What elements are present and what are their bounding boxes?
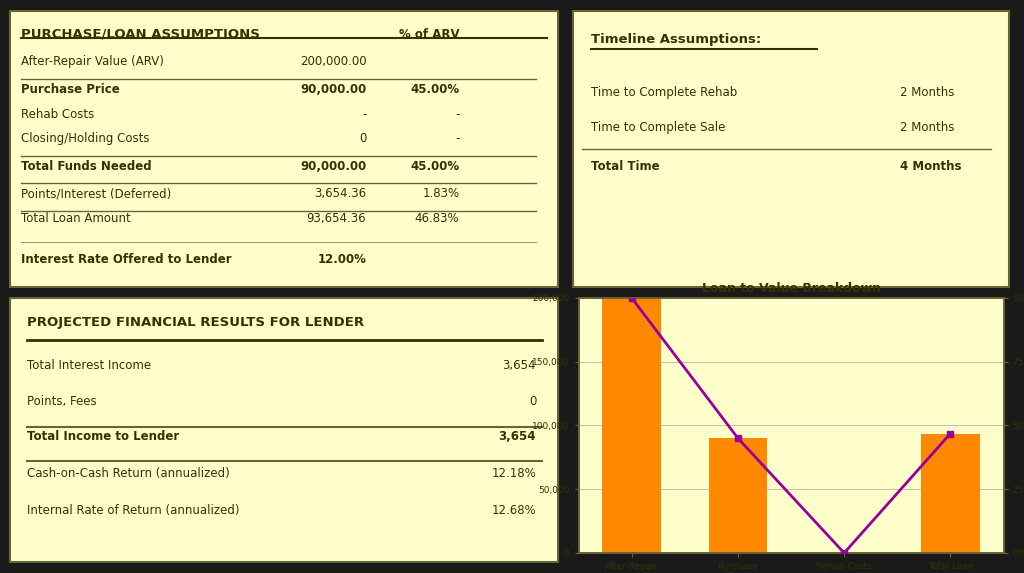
Text: -: - bbox=[455, 108, 460, 121]
Text: 200,000.00: 200,000.00 bbox=[300, 56, 367, 68]
Text: 3,654: 3,654 bbox=[499, 430, 537, 443]
Text: 12.18%: 12.18% bbox=[492, 466, 537, 480]
Text: 12.00%: 12.00% bbox=[317, 253, 367, 266]
Text: Time to Complete Sale: Time to Complete Sale bbox=[591, 121, 725, 135]
Text: 93,654.36: 93,654.36 bbox=[307, 212, 367, 225]
Text: Points, Fees: Points, Fees bbox=[27, 395, 96, 409]
Text: 3,654.36: 3,654.36 bbox=[314, 187, 367, 201]
Text: Total Funds Needed: Total Funds Needed bbox=[22, 160, 152, 173]
Text: 90,000.00: 90,000.00 bbox=[300, 83, 367, 96]
Text: 3,654: 3,654 bbox=[503, 359, 537, 371]
Text: 46.83%: 46.83% bbox=[415, 212, 460, 225]
Text: 45.00%: 45.00% bbox=[411, 83, 460, 96]
Text: Total Loan Amount: Total Loan Amount bbox=[22, 212, 131, 225]
Text: -: - bbox=[455, 132, 460, 146]
Text: % of ARV: % of ARV bbox=[398, 28, 460, 41]
Text: After-Repair Value (ARV): After-Repair Value (ARV) bbox=[22, 56, 164, 68]
Text: Cash-on-Cash Return (annualized): Cash-on-Cash Return (annualized) bbox=[27, 466, 229, 480]
Text: 4 Months: 4 Months bbox=[900, 160, 962, 173]
Text: 90,000.00: 90,000.00 bbox=[300, 160, 367, 173]
Text: 2 Months: 2 Months bbox=[900, 121, 954, 135]
Bar bbox=[709, 438, 767, 553]
Text: Timeline Assumptions:: Timeline Assumptions: bbox=[591, 33, 761, 46]
Text: Points/Interest (Deferred): Points/Interest (Deferred) bbox=[22, 187, 171, 201]
Text: 2 Months: 2 Months bbox=[900, 86, 954, 99]
Text: 45.00%: 45.00% bbox=[411, 160, 460, 173]
Text: Rehab Costs: Rehab Costs bbox=[22, 108, 94, 121]
Text: 0: 0 bbox=[528, 395, 537, 409]
Text: Internal Rate of Return (annualized): Internal Rate of Return (annualized) bbox=[27, 504, 240, 516]
Bar bbox=[922, 434, 980, 553]
Text: Purchase Price: Purchase Price bbox=[22, 83, 120, 96]
Text: 0: 0 bbox=[359, 132, 367, 146]
Text: PROJECTED FINANCIAL RESULTS FOR LENDER: PROJECTED FINANCIAL RESULTS FOR LENDER bbox=[27, 316, 364, 329]
Text: 1.83%: 1.83% bbox=[422, 187, 460, 201]
Text: Time to Complete Rehab: Time to Complete Rehab bbox=[591, 86, 737, 99]
Text: Total Income to Lender: Total Income to Lender bbox=[27, 430, 179, 443]
Text: -: - bbox=[361, 108, 367, 121]
Text: Total Time: Total Time bbox=[591, 160, 659, 173]
Text: Total Interest Income: Total Interest Income bbox=[27, 359, 151, 371]
Bar bbox=[602, 298, 660, 553]
Text: Interest Rate Offered to Lender: Interest Rate Offered to Lender bbox=[22, 253, 231, 266]
Text: 12.68%: 12.68% bbox=[492, 504, 537, 516]
Text: PURCHASE/LOAN ASSUMPTIONS: PURCHASE/LOAN ASSUMPTIONS bbox=[22, 28, 260, 41]
Title: Loan to Value Breakdown: Loan to Value Breakdown bbox=[701, 282, 881, 296]
Text: Closing/Holding Costs: Closing/Holding Costs bbox=[22, 132, 150, 146]
